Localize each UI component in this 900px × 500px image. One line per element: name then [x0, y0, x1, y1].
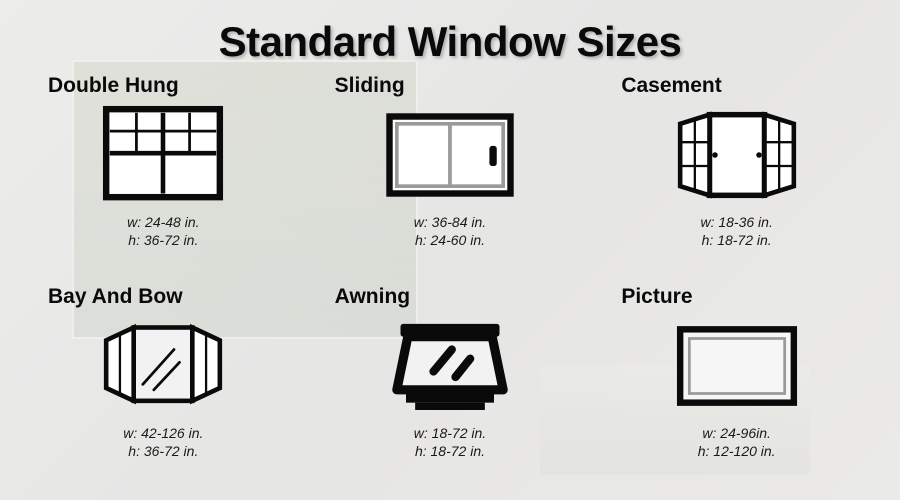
double-hung-icon [88, 100, 238, 210]
infographic-container: Standard Window Sizes Double Hung w: 24-… [0, 0, 900, 500]
width-line: w: 18-36 in. [700, 214, 772, 232]
height-line: h: 24-60 in. [414, 232, 486, 250]
dimensions-picture: w: 24-96in. h: 12-120 in. [698, 425, 776, 460]
height-line: h: 18-72 in. [700, 232, 772, 250]
height-line: h: 18-72 in. [414, 443, 486, 461]
label-double-hung: Double Hung [48, 74, 179, 98]
sliding-icon [375, 100, 525, 210]
width-line: w: 18-72 in. [414, 425, 486, 443]
height-line: h: 12-120 in. [698, 443, 776, 461]
label-casement: Casement [621, 74, 721, 98]
label-awning: Awning [335, 285, 410, 309]
window-types-grid: Double Hung w: 24-48 in. h: 36-72 in. S [40, 74, 860, 490]
dimensions-double-hung: w: 24-48 in. h: 36-72 in. [127, 214, 199, 249]
casement-icon [662, 100, 812, 210]
width-line: w: 24-96in. [698, 425, 776, 443]
width-line: w: 24-48 in. [127, 214, 199, 232]
width-line: w: 42-126 in. [123, 425, 203, 443]
picture-icon [662, 311, 812, 421]
page-title: Standard Window Sizes [40, 18, 860, 66]
bay-bow-icon [88, 311, 238, 421]
width-line: w: 36-84 in. [414, 214, 486, 232]
height-line: h: 36-72 in. [127, 232, 199, 250]
label-picture: Picture [621, 285, 692, 309]
label-bay-bow: Bay And Bow [48, 285, 183, 309]
cell-awning: Awning w: 18-72 in. h: 18-72 in. [327, 285, 574, 490]
cell-bay-bow: Bay And Bow w: 42-126 [40, 285, 287, 490]
cell-casement: Casement [613, 74, 860, 279]
cell-picture: Picture w: 24-96in. h: 12-120 in. [613, 285, 860, 490]
label-sliding: Sliding [335, 74, 405, 98]
cell-sliding: Sliding w: 36-84 in. h: 24-60 in. [327, 74, 574, 279]
cell-double-hung: Double Hung w: 24-48 in. h: 36-72 in. [40, 74, 287, 279]
dimensions-awning: w: 18-72 in. h: 18-72 in. [414, 425, 486, 460]
height-line: h: 36-72 in. [123, 443, 203, 461]
dimensions-sliding: w: 36-84 in. h: 24-60 in. [414, 214, 486, 249]
dimensions-bay-bow: w: 42-126 in. h: 36-72 in. [123, 425, 203, 460]
awning-icon [375, 311, 525, 421]
dimensions-casement: w: 18-36 in. h: 18-72 in. [700, 214, 772, 249]
